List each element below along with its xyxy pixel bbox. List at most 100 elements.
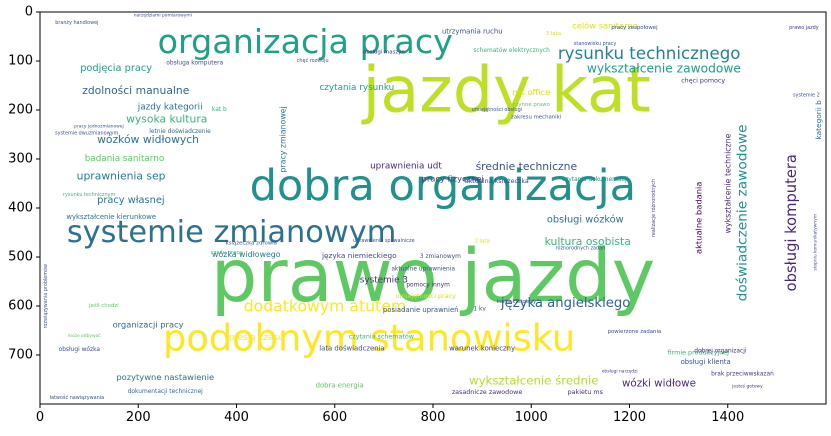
cloud-word: 2 lata bbox=[474, 238, 489, 244]
cloud-word: systemie 3 bbox=[360, 276, 408, 286]
cloud-word: może odbywać bbox=[68, 332, 102, 339]
cloud-word: dodatkowym atutem bbox=[244, 297, 406, 316]
cloud-word: kategorii b bbox=[814, 100, 823, 140]
word-cloud-words: prawo jazdy jazdy kat dobra organizacja pod… bbox=[42, 12, 823, 401]
cloud-word: języka angielskiego bbox=[500, 296, 630, 311]
cloud-word: czytania schematów bbox=[349, 332, 414, 340]
x-tick-label: 1000 bbox=[515, 410, 548, 425]
cloud-word: jazdy kat bbox=[361, 53, 651, 127]
y-tick-label: 0 bbox=[25, 5, 33, 20]
cloud-word: uprawnienia spawalnicze bbox=[353, 238, 414, 244]
cloud-word: pracy zmianowej bbox=[279, 106, 288, 172]
cloud-word: rysunku technicznego bbox=[558, 44, 741, 63]
y-axis: 0 100 200 300 400 500 600 700 bbox=[8, 5, 40, 363]
cloud-word: systemie 2 bbox=[793, 92, 820, 98]
cloud-word: języka niemieckiego bbox=[321, 251, 397, 260]
cloud-word: firmie produkcyjnej bbox=[668, 349, 730, 357]
cloud-word: powierzone zadania bbox=[608, 329, 662, 335]
cloud-word: posiadanie uprawnień bbox=[383, 306, 459, 314]
cloud-word: wózki widłowe bbox=[622, 377, 696, 389]
cloud-word: schematów elektrycznych bbox=[473, 47, 550, 54]
cloud-word: stopniu komunikatywnym bbox=[813, 214, 819, 271]
x-tick-label: 1400 bbox=[711, 410, 744, 425]
x-tick-label: 400 bbox=[224, 410, 249, 425]
cloud-word: obsługa komputera bbox=[166, 60, 223, 66]
cloud-word: 3 zmianowym bbox=[420, 254, 461, 260]
cloud-word: badania sanitarno bbox=[85, 154, 165, 164]
cloud-word: narzędziami pomiarowymi bbox=[134, 12, 192, 18]
cloud-word: dokumentacji technicznej bbox=[128, 389, 203, 395]
cloud-word: wykształcenie zawodowe bbox=[587, 61, 741, 75]
cloud-word: obsługi wózków bbox=[547, 213, 624, 225]
cloud-word: doświadczenie zawodowe bbox=[734, 124, 750, 301]
y-tick-label: 100 bbox=[8, 54, 33, 69]
x-tick-label: 0 bbox=[36, 410, 44, 425]
cloud-word: wykształcenie średnie bbox=[469, 373, 599, 387]
cloud-word: aktualna książeczka bbox=[465, 177, 529, 185]
cloud-word: rysunku technicznym bbox=[63, 192, 115, 198]
cloud-word: systemie dwuzmianowym bbox=[55, 131, 118, 137]
cloud-word: aktualne uprawnienia bbox=[391, 266, 455, 272]
cloud-word: chęć rozwoju bbox=[297, 57, 329, 64]
cloud-word: pracy zespołowej bbox=[611, 25, 657, 31]
cloud-word: pracy fizycznej bbox=[422, 174, 484, 184]
cloud-word: dobra energia bbox=[316, 381, 364, 389]
cloud-word: dobrej organizacji bbox=[694, 349, 747, 355]
cloud-word: pomocy innym bbox=[406, 282, 450, 288]
cloud-word: podjęcia pracy bbox=[80, 63, 152, 74]
y-tick-label: 700 bbox=[8, 348, 33, 363]
cloud-word: obsługi komputera bbox=[783, 154, 800, 291]
cloud-word: aktualne badania bbox=[693, 182, 703, 254]
cloud-word: celów sanitarno bbox=[572, 21, 638, 31]
cloud-word: prawo jazdy bbox=[211, 234, 656, 319]
cloud-word: karta kierowcy bbox=[497, 299, 537, 305]
cloud-word: 1 kv bbox=[473, 306, 486, 312]
cloud-word: letnie doświadczenie bbox=[149, 128, 211, 135]
y-tick-label: 600 bbox=[8, 299, 33, 314]
cloud-word: umiejętności pracy bbox=[395, 292, 456, 300]
cloud-word: warunek konieczny bbox=[449, 345, 515, 353]
plot-area bbox=[40, 12, 826, 404]
y-tick-label: 300 bbox=[8, 152, 33, 167]
x-axis: 0 200 400 600 800 1000 1200 1400 bbox=[36, 404, 744, 425]
cloud-word: kat b bbox=[212, 107, 227, 113]
y-tick-label: 400 bbox=[8, 201, 33, 216]
cloud-word: wysoka kultura bbox=[126, 112, 207, 125]
cloud-word: brak przeciwwskazań bbox=[711, 371, 774, 378]
cloud-word: rozwiązywania problemów bbox=[42, 264, 49, 329]
cloud-word: zasadnicze zawodowe bbox=[452, 388, 523, 396]
y-tick-label: 200 bbox=[8, 103, 33, 118]
cloud-word: uprawnienia sep bbox=[77, 170, 166, 183]
cloud-word: czasu pracy bbox=[211, 250, 244, 256]
cloud-word: dobra organizacja bbox=[250, 161, 637, 211]
cloud-word: jazdy kategorii bbox=[137, 103, 203, 113]
cloud-word: czytania dokumentacji bbox=[562, 177, 629, 183]
cloud-word: jeśli chodzi bbox=[88, 302, 119, 309]
cloud-word: kultura osobista bbox=[545, 235, 631, 248]
cloud-word: realizacje różnorodnych bbox=[650, 179, 657, 237]
cloud-word: obsługi klienta bbox=[681, 358, 731, 366]
cloud-word: pracy własnej bbox=[97, 195, 164, 206]
x-tick-label: 1200 bbox=[613, 410, 646, 425]
x-tick-label: 200 bbox=[126, 410, 151, 425]
cloud-word: ms office bbox=[512, 87, 550, 97]
cloud-word: 3 lata bbox=[546, 31, 561, 37]
cloud-word: organizacja pracy bbox=[158, 22, 453, 61]
cloud-word: utrzymania ruchu bbox=[442, 28, 503, 36]
cloud-word: pracy jednozmianowej bbox=[74, 124, 124, 130]
cloud-word: presją czasu bbox=[229, 333, 284, 343]
cloud-word: obsługi wózka bbox=[59, 346, 101, 353]
cloud-word: systemie zmianowym bbox=[67, 215, 396, 250]
cloud-word: zdolności manualne bbox=[82, 84, 190, 97]
cloud-word: chęci pomocy bbox=[681, 77, 725, 85]
cloud-word: łatwość nawiązywania bbox=[50, 394, 104, 401]
cloud-word: zakresu mechaniki bbox=[511, 114, 561, 120]
cloud-word: jesteś gotowy bbox=[731, 382, 763, 389]
cloud-word: czynne prawo bbox=[513, 102, 550, 108]
cloud-word: prawo jazdy bbox=[789, 25, 819, 31]
cloud-word: stanowisku pracy bbox=[574, 41, 617, 47]
cloud-word: wykształcenie techniczne bbox=[723, 133, 732, 233]
cloud-word: czytania rysunku bbox=[319, 83, 394, 93]
cloud-word: obsługi narzędzi bbox=[602, 369, 638, 375]
